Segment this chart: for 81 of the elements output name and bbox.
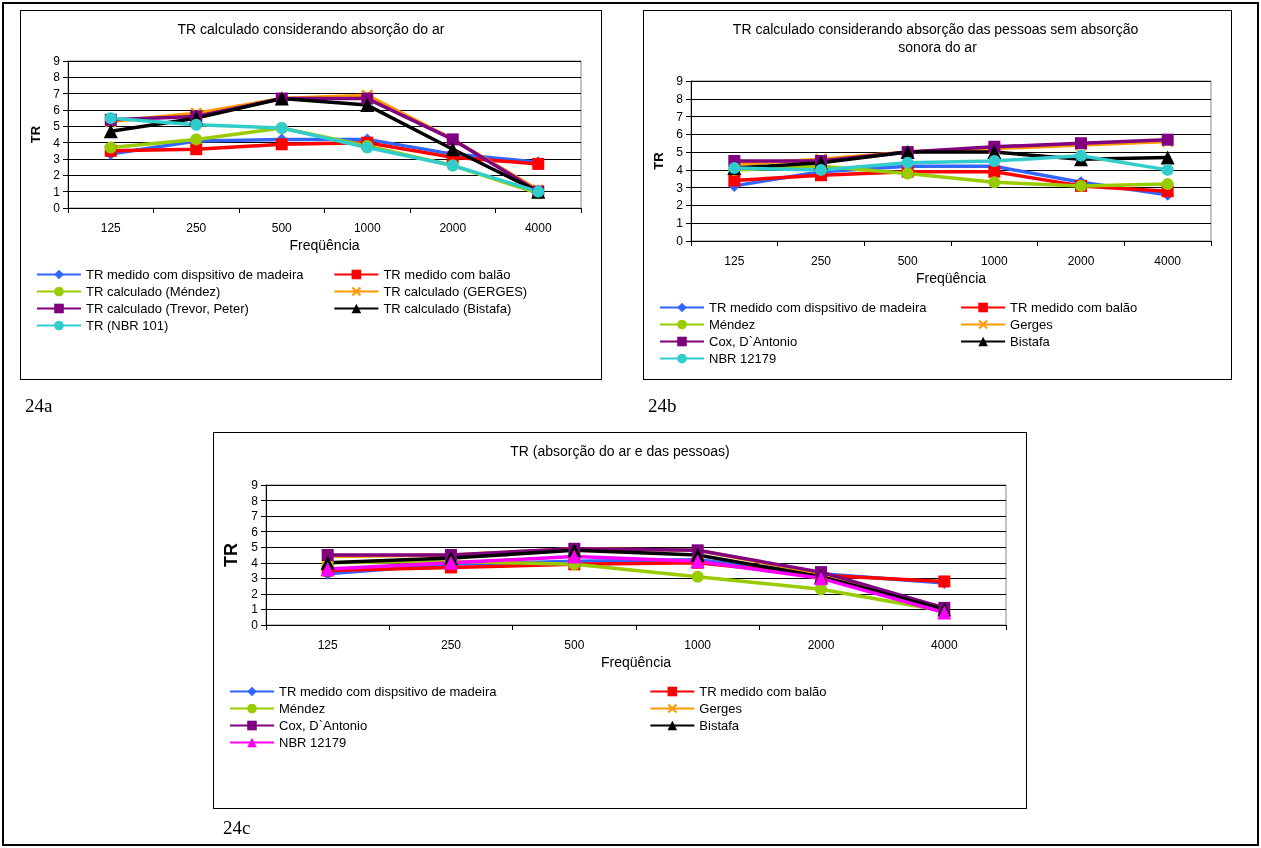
y-tick-label: 5 [676,145,684,160]
y-tick-label: 1 [53,184,61,199]
chart-title: TR calculado considerando absorção das pessoas sem absorção sonora do ar [732,21,1143,55]
y-axis-title: TR [221,543,241,567]
x-axis-title: Freqüência [915,270,987,286]
x-tick-label: 4000 [1154,254,1182,268]
x-tick-label: 250 [810,254,832,268]
y-tick-label: 2 [251,586,259,601]
legend-label: Cox, D`Antonio [709,334,798,349]
legend-label: TR medido com balão [1010,300,1138,315]
legend-label: Gerges [699,701,743,716]
y-tick-label: 0 [676,234,684,248]
y-tick-label: 6 [251,524,259,539]
text: 24a [25,395,53,417]
legend-label: TR calculado (Bistafa) [383,301,512,316]
y-tick-label: 4 [676,162,684,177]
x-tick-label: 4000 [930,638,958,652]
y-tick-label: 6 [53,103,61,117]
y-tick-label: 4 [251,555,259,570]
y-tick-label: 7 [251,509,259,524]
x-tick-label: 500 [271,221,293,235]
legend-label: TR medido com dispsitivo de madeira [709,300,928,315]
y-tick-label: 3 [53,152,61,166]
y-tick-label: 3 [251,571,259,586]
x-tick-label: 250 [440,638,462,652]
y-tick-label: 5 [53,119,61,134]
legend-label: TR medido com balão [699,684,827,699]
x-tick-label: 1000 [353,221,381,235]
x-tick-label: 125 [317,638,338,652]
legend-label: Bistafa [1010,334,1051,349]
x-tick-label: 500 [564,638,585,652]
y-tick-label: 1 [676,216,684,231]
y-tick-label: 1 [251,602,259,617]
x-tick-label: 2000 [1067,254,1095,268]
y-tick-label: 3 [676,180,684,195]
legend-label: NBR 12179 [279,735,347,750]
x-tick-label: 1000 [980,254,1008,268]
y-tick-label: 7 [53,86,61,101]
legend-label: TR medido com dispsitivo de madeira [86,267,305,282]
y-axis-title: TR [651,151,666,170]
x-axis-title: Freqüência [600,654,672,670]
x-tick-label: 1000 [684,638,712,652]
x-tick-label: 4000 [524,221,552,235]
y-tick-label: 2 [53,168,61,183]
y-tick-label: 0 [251,618,259,632]
legend-label: Bistafa [699,718,740,733]
legend-label: TR calculado (Méndez) [86,284,221,299]
y-tick-label: 9 [676,74,684,88]
y-tick-label: 7 [676,109,684,124]
x-tick-label: 500 [897,254,918,268]
text: 24c [223,817,251,839]
legend-label: TR medido com balão [383,267,511,282]
y-tick-label: 5 [251,540,259,555]
y-tick-label: 2 [676,198,684,213]
legend-label: TR calculado (Trevor, Peter) [86,301,249,316]
legend-label: Gerges [1010,317,1054,332]
y-tick-label: 8 [676,91,684,106]
legend-label: Méndez [279,701,326,716]
x-tick-label: 125 [100,221,122,235]
legend-label: Méndez [709,317,756,332]
y-tick-label: 9 [53,54,61,68]
legend-label: Cox, D`Antonio [279,718,368,733]
legend-label: TR medido com dispsitivo de madeira [279,684,498,699]
x-axis-title: Freqüência [289,237,360,253]
y-tick-label: 6 [676,127,684,142]
legend-label: TR calculado (GERGES) [383,284,528,299]
y-tick-label: 9 [251,478,259,492]
y-axis-title: TR [28,125,43,144]
y-tick-label: 8 [251,493,259,508]
y-tick-label: 8 [53,70,61,85]
chart-title: TR (absorção do ar e das pessoas) [510,443,730,459]
x-tick-label: 2000 [807,638,835,652]
legend-label: TR (NBR 101) [86,318,169,333]
text: 24b [648,395,677,417]
y-tick-label: 4 [53,135,61,150]
legend-label: NBR 12179 [709,351,777,366]
x-tick-label: 250 [186,221,207,235]
x-tick-label: 2000 [439,221,467,235]
chart-title: TR calculado considerando absorção do ar [177,21,445,37]
x-tick-label: 125 [724,254,745,268]
y-tick-label: 0 [53,201,61,215]
